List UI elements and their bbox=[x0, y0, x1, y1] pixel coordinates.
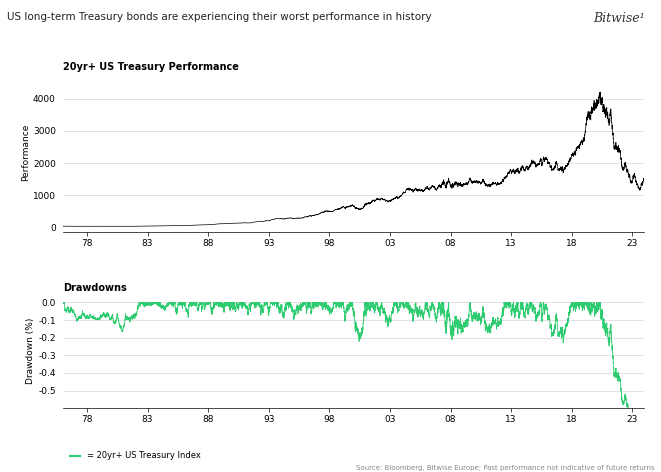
Text: Source: Bloomberg, Bitwise Europe; Past performance not indicative of future ret: Source: Bloomberg, Bitwise Europe; Past … bbox=[356, 465, 654, 471]
Text: 20yr+ US Treasury Performance: 20yr+ US Treasury Performance bbox=[63, 62, 239, 72]
Text: Drawdowns: Drawdowns bbox=[63, 283, 126, 293]
Text: Bitwise¹: Bitwise¹ bbox=[593, 12, 644, 25]
Y-axis label: Performance: Performance bbox=[21, 124, 30, 181]
Legend: = 20yr+ US Treasury Index: = 20yr+ US Treasury Index bbox=[67, 448, 204, 464]
Y-axis label: Drawdown (%): Drawdown (%) bbox=[26, 318, 36, 384]
Text: US long-term Treasury bonds are experiencing their worst performance in history: US long-term Treasury bonds are experien… bbox=[7, 12, 431, 22]
